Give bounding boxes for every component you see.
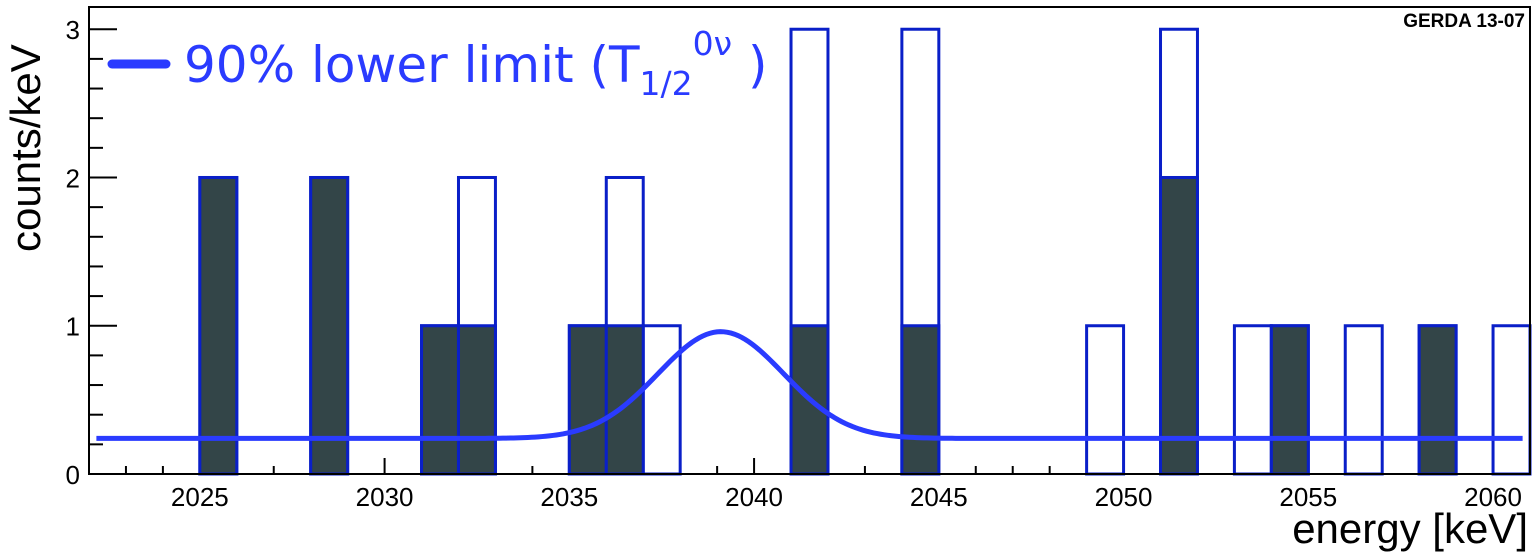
filled-bar-2044 [900, 324, 941, 476]
filled-bar-2025 [198, 175, 239, 476]
legend-prefix: 90% lower limit (T [184, 36, 640, 94]
filled-bar-2032 [456, 324, 497, 476]
x-tick-label: 2045 [910, 482, 968, 512]
filled-histogram [198, 175, 1458, 476]
filled-bar-2031 [420, 324, 460, 476]
open-bar-2037 [641, 324, 682, 476]
legend-sup: 0ν [693, 24, 732, 63]
y-tick-label: 0 [66, 460, 80, 490]
filled-bar-2058 [1417, 324, 1458, 476]
y-tick-label: 3 [66, 15, 80, 45]
legend-sub: 1/2 [640, 64, 693, 103]
open-bar-2053 [1232, 324, 1273, 476]
y-tick-label: 2 [66, 163, 80, 193]
x-tick-label: 2050 [1095, 482, 1153, 512]
filled-bar-2028 [309, 175, 350, 476]
legend-label: 90% lower limit (T1/20ν ) [184, 24, 768, 103]
open-bar-2060 [1491, 324, 1532, 476]
open-bar-2049 [1085, 324, 1126, 476]
legend-suffix: ) [732, 36, 767, 94]
x-tick-labels: 2025 2030 2035 2040 2045 2050 2055 2060 [171, 482, 1522, 512]
filled-bar-2035 [567, 324, 608, 476]
open-bar-2056 [1343, 324, 1384, 476]
y-tick-labels: 0 1 2 3 [66, 15, 80, 490]
y-axis-title: counts/keV [2, 44, 49, 252]
x-tick-label: 2055 [1279, 482, 1337, 512]
gerda-annotation: GERDA 13-07 [1403, 11, 1525, 32]
x-tick-label: 2030 [356, 482, 414, 512]
open-histogram [198, 27, 1532, 476]
plot-frame [88, 6, 1531, 475]
x-tick-label: 2060 [1464, 482, 1522, 512]
filled-bar-2054 [1269, 324, 1310, 476]
filled-bar-2051 [1159, 175, 1199, 476]
legend: 90% lower limit (T1/20ν ) [107, 24, 768, 103]
filled-bar-2036 [604, 324, 645, 476]
x-tick-label: 2035 [540, 482, 598, 512]
x-tick-label: 2025 [171, 482, 229, 512]
x-tick-label: 2040 [725, 482, 783, 512]
limit-curve [96, 329, 1523, 441]
y-tick-label: 1 [66, 312, 80, 342]
x-axis-title: energy [keV] [1292, 505, 1528, 552]
